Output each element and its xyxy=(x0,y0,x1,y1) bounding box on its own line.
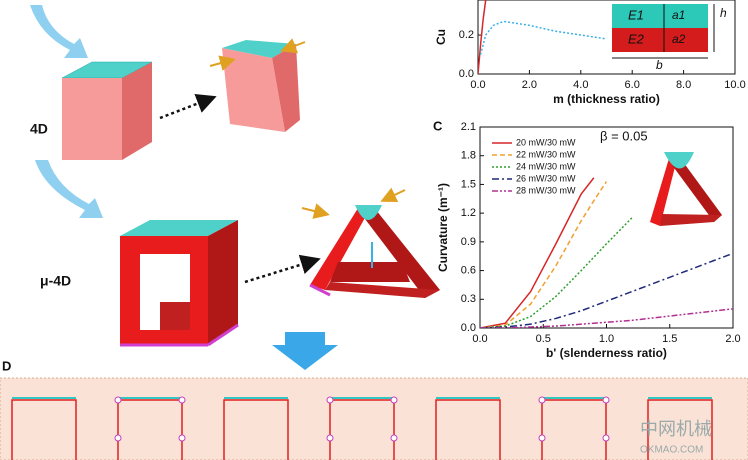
hinge xyxy=(114,434,122,442)
bilayer-inset xyxy=(612,4,715,59)
transform-arrow xyxy=(159,94,217,120)
x-tick-label: 1.0 xyxy=(599,333,614,345)
process-arrow xyxy=(35,160,103,218)
deformed-cube xyxy=(209,38,306,132)
frame xyxy=(117,399,183,460)
process-arrow xyxy=(30,5,88,58)
frame xyxy=(223,399,289,460)
hinge xyxy=(326,434,334,442)
y-tick-label: 1.2 xyxy=(461,207,476,219)
frame xyxy=(435,399,501,460)
hinge xyxy=(602,396,610,404)
inset-label: h xyxy=(720,6,727,20)
y-axis-label: Curvature (m⁻¹) xyxy=(436,183,450,272)
x-tick-label: 0.5 xyxy=(536,333,551,345)
legend-label: 28 mW/30 mW xyxy=(516,185,576,195)
x-tick-label: 1.5 xyxy=(662,333,677,345)
hinge xyxy=(326,396,334,404)
y-tick-label: 0.0 xyxy=(461,322,476,334)
hinge xyxy=(602,434,610,442)
down-arrow xyxy=(272,332,338,370)
frame xyxy=(11,399,77,460)
x-tick-label: 2.0 xyxy=(522,79,537,91)
x-tick-label: 0.0 xyxy=(470,79,485,91)
hinge xyxy=(178,396,186,404)
x-tick-label: 8.0 xyxy=(676,79,691,91)
panel-label: C xyxy=(433,118,443,133)
y-tick-label: 0.6 xyxy=(461,264,476,276)
frame xyxy=(329,399,395,460)
inset-label: a1 xyxy=(672,8,685,22)
watermark: 中网机械 xyxy=(640,419,712,439)
data-line xyxy=(478,0,487,74)
frame xyxy=(541,399,607,460)
frame-sequence xyxy=(11,396,713,460)
data-line xyxy=(480,177,595,328)
transform-arrow xyxy=(244,254,321,284)
x-tick-label: 6.0 xyxy=(625,79,640,91)
x-tick-label: 4.0 xyxy=(573,79,588,91)
y-tick-label: 1.8 xyxy=(461,150,476,162)
y-axis-label: Cu xyxy=(434,29,448,45)
frame-sketch xyxy=(650,152,722,226)
legend-label: 22 mW/30 mW xyxy=(516,149,576,159)
annotation: β = 0.05 xyxy=(600,128,648,143)
hinge xyxy=(538,434,546,442)
y-tick-label: 1.5 xyxy=(461,178,476,190)
hinge xyxy=(178,434,186,442)
legend-label: 20 mW/30 mW xyxy=(516,137,576,147)
hinge xyxy=(390,434,398,442)
inset-label: a2 xyxy=(672,32,686,46)
inset-label: E2 xyxy=(628,31,645,46)
y-tick-label: 0.2 xyxy=(459,29,474,41)
hinge xyxy=(538,396,546,404)
data-line xyxy=(480,217,633,328)
frame xyxy=(647,399,713,460)
y-tick-label: 0.0 xyxy=(459,68,474,80)
panel-d-band xyxy=(0,377,748,460)
x-tick-label: 0.0 xyxy=(472,333,487,345)
x-axis-label: m (thickness ratio) xyxy=(553,92,660,106)
data-line xyxy=(480,252,733,328)
cube-4d xyxy=(61,61,153,160)
y-tick-label: 0.9 xyxy=(461,236,476,248)
plot-frame xyxy=(477,0,736,75)
x-axis-label: b' (slenderness ratio) xyxy=(546,346,667,360)
data-line xyxy=(480,181,608,328)
hinge xyxy=(390,396,398,404)
label-mu4d: μ-4D xyxy=(40,273,71,289)
inset-label: b xyxy=(656,58,663,72)
inset-label: E1 xyxy=(628,7,644,22)
y-tick-label: 0.3 xyxy=(461,293,476,305)
label-4d: 4D xyxy=(30,121,48,137)
hinge xyxy=(114,396,122,404)
data-line xyxy=(479,20,607,55)
legend-label: 24 mW/30 mW xyxy=(516,161,576,171)
watermark: OKMAO.COM xyxy=(640,445,703,456)
y-tick-label: 2.1 xyxy=(461,121,476,133)
deformed-frame xyxy=(301,187,440,298)
legend-label: 26 mW/30 mW xyxy=(516,173,576,183)
x-tick-label: 2.0 xyxy=(725,333,740,345)
x-tick-label: 10.0 xyxy=(724,79,745,91)
frame-cube xyxy=(120,220,239,347)
panel-label: D xyxy=(2,358,11,373)
data-line xyxy=(480,308,733,328)
